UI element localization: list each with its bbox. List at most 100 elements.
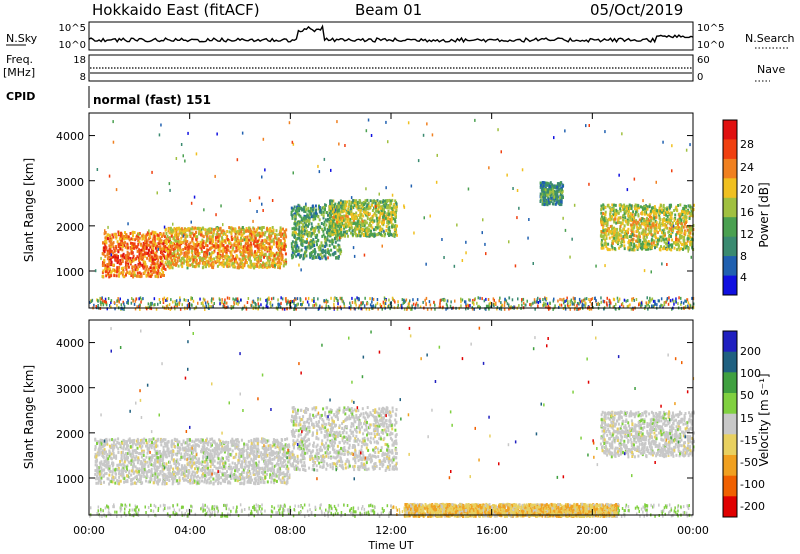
power-cell	[665, 218, 668, 222]
power-cell	[680, 218, 683, 222]
power-cell	[162, 297, 164, 301]
power-cell	[236, 248, 239, 252]
power-cell	[651, 207, 654, 211]
power-cell	[250, 233, 253, 237]
power-cell	[234, 227, 237, 231]
power-cell	[666, 226, 669, 230]
power-cell	[546, 181, 549, 185]
power-cell	[678, 214, 681, 218]
power-cell	[555, 194, 557, 198]
power-cell	[558, 200, 561, 204]
power-cell	[559, 181, 562, 185]
power-cell	[350, 226, 353, 230]
power-cell	[321, 206, 324, 210]
power-cell	[283, 237, 286, 241]
power-cell	[184, 235, 187, 239]
power-cell	[619, 209, 622, 213]
power-cell	[581, 299, 583, 303]
power-cell	[247, 297, 250, 300]
power-cell	[430, 307, 433, 311]
power-cell	[296, 207, 299, 211]
power-cell	[611, 203, 614, 207]
power-cell	[315, 208, 318, 212]
power-cell	[205, 239, 208, 243]
power-cell	[590, 302, 593, 306]
power-cell	[268, 242, 271, 246]
power-cell	[390, 202, 393, 206]
power-cell	[140, 257, 143, 261]
power-cell	[549, 187, 552, 191]
power-cell	[151, 243, 154, 247]
power-cell	[691, 228, 694, 232]
power-cell	[112, 235, 115, 239]
power-cell	[245, 227, 248, 230]
power-cell	[255, 233, 258, 237]
power-cell	[604, 206, 607, 210]
power-cell	[218, 227, 221, 231]
power-cell	[348, 220, 351, 224]
power-cell	[503, 301, 506, 304]
power-cell	[128, 238, 131, 242]
power-cell	[214, 241, 217, 245]
power-cell	[687, 204, 690, 208]
power-cell	[622, 208, 625, 211]
power-cell	[254, 236, 257, 240]
power-cell	[126, 242, 129, 246]
power-cell	[663, 245, 666, 249]
power-cell	[319, 244, 322, 248]
power-cell	[315, 255, 318, 259]
power-cell	[367, 207, 370, 211]
power-cell	[279, 264, 282, 267]
power-cell	[231, 227, 234, 231]
power-cell	[619, 225, 622, 229]
power-cell	[348, 212, 351, 216]
power-cell	[685, 205, 688, 208]
power-cell	[126, 259, 129, 262]
power-cell	[672, 241, 675, 245]
power-cell	[169, 226, 172, 230]
power-cell	[267, 242, 270, 246]
power-cell	[331, 210, 334, 214]
power-cell	[689, 235, 692, 239]
power-cell	[184, 229, 187, 232]
power-cell	[136, 249, 139, 253]
power-cell	[200, 250, 203, 254]
power-cell	[326, 219, 329, 223]
power-cell	[155, 266, 158, 270]
power-cell	[389, 203, 392, 207]
power-cell	[638, 231, 641, 235]
power-cell	[594, 297, 596, 300]
power-cell	[159, 275, 162, 278]
power-cell	[268, 235, 271, 239]
power-cell	[113, 253, 116, 257]
power-cell	[337, 231, 340, 235]
power-cell	[386, 212, 389, 216]
power-cell	[671, 223, 674, 227]
power-cell	[633, 234, 636, 237]
power-cell	[278, 242, 281, 245]
power-cell	[143, 265, 146, 269]
power-cell	[681, 213, 684, 216]
power-cell	[138, 274, 141, 278]
power-cell	[333, 237, 336, 241]
power-cell	[183, 251, 186, 255]
power-cell	[469, 304, 471, 307]
power-cell	[275, 233, 278, 237]
power-cell	[202, 245, 205, 249]
power-cell	[162, 253, 165, 257]
power-cell	[394, 232, 397, 236]
power-cell	[106, 249, 109, 253]
power-cell	[170, 263, 173, 267]
power-cell	[176, 252, 179, 255]
power-cell	[627, 227, 630, 231]
power-cell	[356, 227, 359, 231]
power-cell	[257, 302, 259, 306]
power-cell	[297, 228, 300, 232]
power-cell	[300, 254, 302, 258]
power-cell	[658, 209, 660, 213]
power-cell	[156, 233, 159, 237]
power-cell	[310, 251, 313, 254]
power-cell	[683, 218, 686, 222]
power-cell	[634, 213, 637, 217]
power-cell	[396, 224, 398, 228]
